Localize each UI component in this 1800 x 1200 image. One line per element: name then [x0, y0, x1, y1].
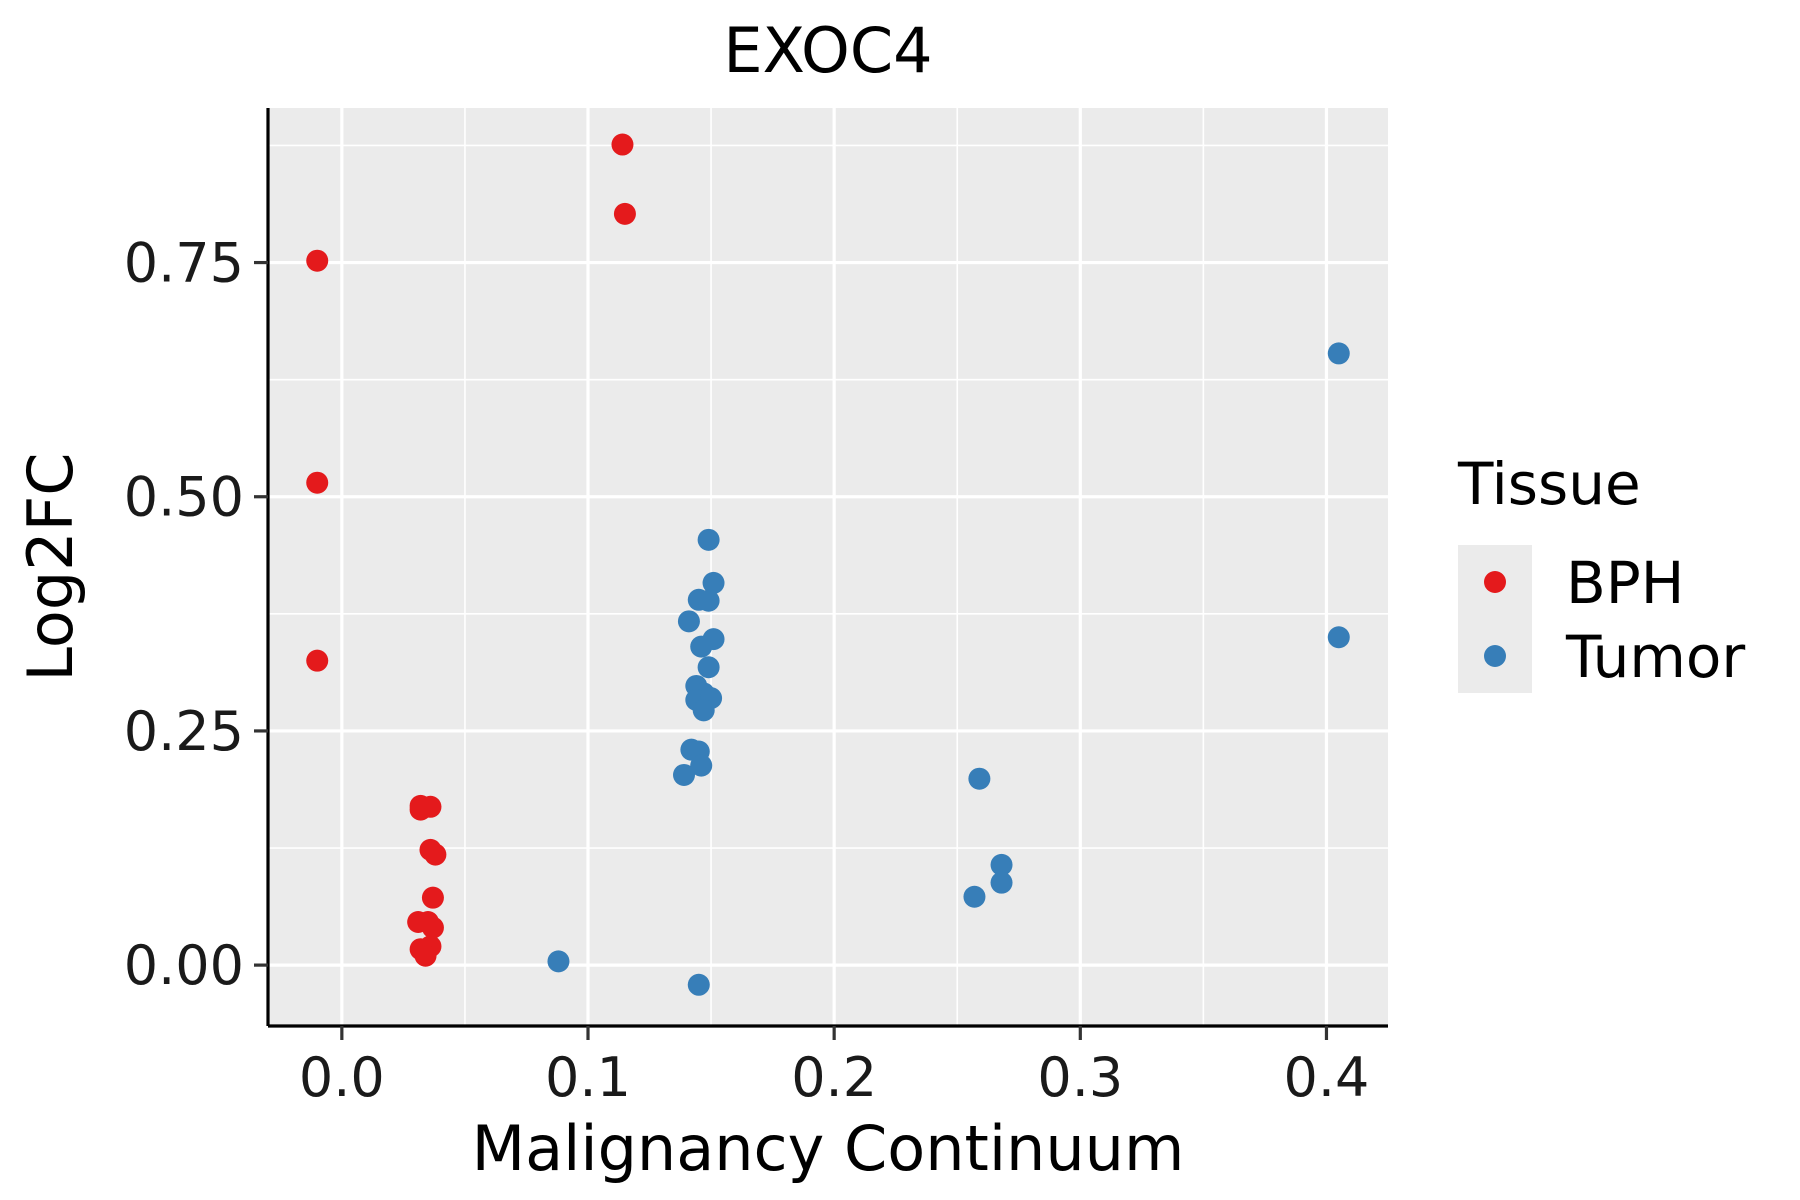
x-axis-title: Malignancy Continuum — [472, 1112, 1185, 1185]
point-bph — [613, 202, 636, 225]
data-points — [306, 133, 1350, 996]
point-bph — [306, 471, 329, 494]
point-tumor — [547, 950, 570, 973]
legend-key-tumor — [1484, 645, 1506, 667]
y-axis-ticks: 0.00 0.25 0.50 0.75 — [124, 232, 268, 997]
legend-key-background — [1458, 545, 1532, 693]
point-tumor — [687, 973, 710, 996]
x-tick-label: 0.2 — [791, 1046, 877, 1109]
point-tumor — [990, 853, 1013, 876]
point-tumor — [697, 528, 720, 551]
legend-title: Tissue — [1457, 450, 1641, 518]
point-tumor — [697, 656, 720, 679]
point-bph — [424, 843, 447, 866]
y-tick-label: 0.00 — [124, 934, 244, 997]
x-tick-label: 0.1 — [545, 1046, 631, 1109]
point-tumor — [702, 571, 725, 594]
point-tumor — [677, 610, 700, 633]
y-tick-label: 0.75 — [124, 232, 244, 295]
point-bph — [306, 249, 329, 272]
point-bph — [421, 886, 444, 909]
point-tumor — [673, 763, 695, 786]
point-tumor — [990, 871, 1013, 894]
y-tick-label: 0.50 — [124, 466, 244, 529]
legend-label-bph: BPH — [1566, 549, 1684, 617]
chart-title: EXOC4 — [723, 14, 932, 87]
x-tick-label: 0.0 — [299, 1046, 385, 1109]
point-tumor — [690, 754, 713, 777]
x-tick-label: 0.3 — [1037, 1046, 1123, 1109]
point-bph — [414, 944, 437, 967]
point-bph — [409, 798, 432, 821]
point-tumor — [690, 635, 713, 658]
point-tumor — [1327, 626, 1350, 649]
x-axis-ticks: 0.0 0.1 0.2 0.3 0.4 — [299, 1026, 1370, 1109]
legend-label-tumor: Tumor — [1565, 623, 1745, 691]
point-tumor — [697, 589, 720, 612]
legend: Tissue BPH Tumor — [1457, 450, 1745, 693]
point-bph — [306, 649, 329, 672]
legend-key-bph — [1484, 571, 1506, 593]
point-tumor — [692, 699, 715, 722]
y-axis-title: Log2FC — [14, 452, 87, 681]
x-tick-label: 0.4 — [1284, 1046, 1370, 1109]
point-bph — [421, 916, 444, 939]
y-tick-label: 0.25 — [124, 700, 244, 763]
point-tumor — [963, 885, 986, 908]
point-bph — [611, 133, 634, 156]
point-tumor — [968, 767, 991, 790]
major-gridlines — [268, 108, 1388, 1026]
point-tumor — [1327, 342, 1350, 365]
